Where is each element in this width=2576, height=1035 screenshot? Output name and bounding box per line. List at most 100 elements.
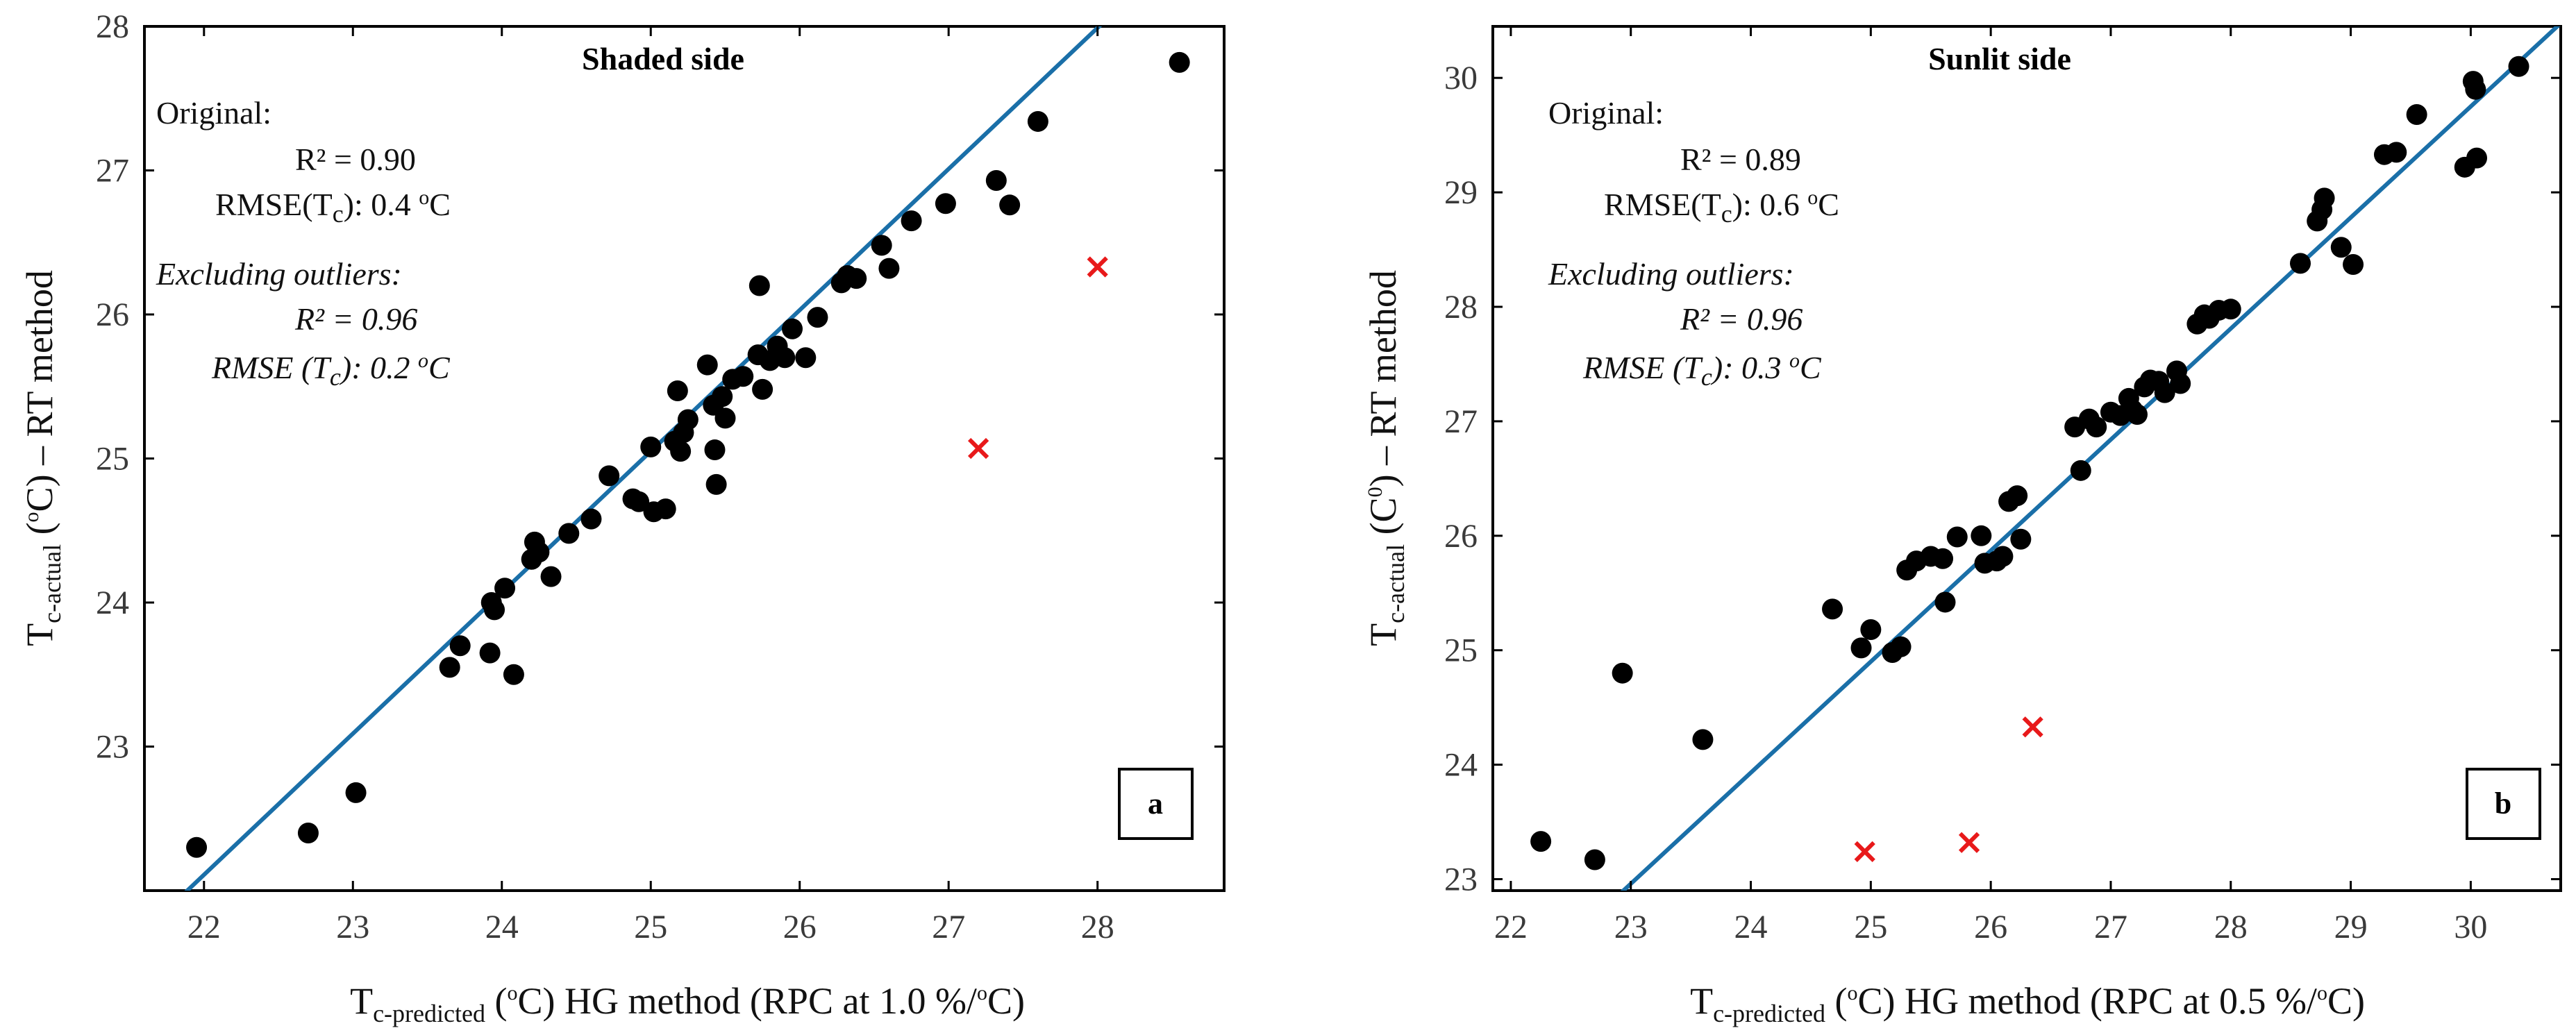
panel-a-title: Shaded side bbox=[582, 41, 744, 76]
panel-a-point bbox=[704, 439, 726, 461]
panel-b-outlier-marker bbox=[1958, 832, 1980, 853]
panel-b-point bbox=[2070, 460, 2091, 481]
panel-a-ytick-label: 28 bbox=[96, 8, 129, 45]
panel-b-sunlit: 22 23 24 25 26 27 28 29 30 23 24 25 26 27 28 29 30 Sunli… bbox=[1362, 25, 2562, 1027]
panel-a-point bbox=[774, 347, 796, 369]
panel-b-r2: R² = 0.89 bbox=[1680, 142, 1801, 177]
panel-a-excl-r2: R² = 0.96 bbox=[294, 301, 417, 337]
panel-b-excl-r2: R² = 0.96 bbox=[1680, 301, 1803, 337]
panel-b-title: Sunlit side bbox=[1928, 41, 2071, 76]
panel-a-letter: a bbox=[1148, 786, 1163, 821]
panel-a-letter-box bbox=[1118, 768, 1194, 840]
panel-a-xtick-label: 23 bbox=[336, 909, 369, 945]
panel-a-ytick-label: 27 bbox=[96, 153, 129, 190]
panel-a-xtick-label: 28 bbox=[1081, 909, 1114, 945]
panel-b-point bbox=[2154, 382, 2175, 403]
panel-b-point bbox=[1530, 831, 1552, 852]
panel-b-ytick-label: 23 bbox=[1444, 861, 1478, 898]
panel-a-point bbox=[696, 354, 718, 376]
panel-a-point bbox=[494, 578, 516, 599]
panel-b-point bbox=[2343, 253, 2364, 275]
panel-a-point bbox=[733, 366, 754, 387]
panel-a-point bbox=[748, 275, 770, 296]
panel-a-point bbox=[846, 268, 867, 289]
panel-a-point bbox=[871, 235, 892, 256]
panel-a-ytick-label: 24 bbox=[96, 584, 129, 621]
panel-b-point bbox=[2314, 187, 2335, 209]
panel-b-xtick-label: 22 bbox=[1494, 909, 1528, 945]
panel-b-point bbox=[1971, 525, 1992, 546]
panel-a-excl-rmse: RMSE (Tc): 0.2 oC bbox=[211, 349, 451, 391]
panel-b-xtick-label: 25 bbox=[1854, 909, 1887, 945]
panel-b-xtick-label: 24 bbox=[1734, 909, 1768, 945]
panel-a-point bbox=[449, 635, 471, 657]
panel-b-letter: b bbox=[2495, 786, 2511, 821]
panel-b-xtick-label: 28 bbox=[2214, 909, 2248, 945]
panel-a-outlier-marker bbox=[967, 437, 989, 460]
panel-b-frame bbox=[1491, 25, 2562, 892]
panel-a-xtick-label: 26 bbox=[783, 909, 817, 945]
panel-b-point bbox=[1850, 637, 1872, 659]
panel-b-excl-rmse: RMSE (Tc): 0.3 oC bbox=[1582, 349, 1822, 391]
panel-a-point bbox=[1169, 51, 1190, 73]
panel-b-point bbox=[2330, 237, 2352, 258]
panel-b-ytick-label: 30 bbox=[1444, 60, 1478, 96]
panel-a-point bbox=[752, 378, 773, 400]
panel-a-xtick-label: 24 bbox=[485, 909, 519, 945]
panel-b-xtick-label: 27 bbox=[2094, 909, 2127, 945]
panel-b-original-label: Original: bbox=[1548, 95, 1664, 131]
panel-a-ytick-label: 23 bbox=[96, 729, 129, 766]
panel-a-point bbox=[439, 657, 460, 678]
panel-a-point bbox=[640, 436, 662, 457]
panel-a-point bbox=[479, 642, 501, 664]
panel-a-point bbox=[667, 380, 688, 401]
panel-a-point bbox=[484, 599, 505, 621]
panel-a-ytick-label: 26 bbox=[96, 296, 129, 333]
panel-a-point bbox=[186, 836, 208, 858]
panel-b-point bbox=[2290, 253, 2311, 274]
panel-b-point bbox=[2508, 56, 2529, 77]
panel-a-r2: R² = 0.90 bbox=[295, 142, 416, 177]
panel-b-xtick-label: 26 bbox=[1974, 909, 2007, 945]
panel-b-annotation: Original: R² = 0.89 RMSE(Tc): 0.6 oC Exc… bbox=[1548, 95, 1839, 391]
panel-b-point bbox=[2466, 147, 2488, 169]
panel-b-marks bbox=[1530, 26, 2561, 891]
panel-a-annotation: Original: R² = 0.90 RMSE(Tc): 0.4 oC Exc… bbox=[156, 95, 451, 391]
panel-b-point bbox=[1822, 598, 1843, 620]
panel-a-xlabel: Tc-predicted (oC) HG method (RPC at 1.0 … bbox=[350, 980, 1025, 1027]
panel-b-ytick-label: 26 bbox=[1444, 518, 1478, 555]
panel-a-point bbox=[935, 193, 956, 214]
panel-a-point bbox=[999, 194, 1021, 216]
panel-a-xtick-label: 25 bbox=[634, 909, 667, 945]
panel-a-point bbox=[297, 823, 319, 843]
panel-b-ytick-label: 28 bbox=[1444, 289, 1478, 326]
panel-a-point bbox=[795, 347, 817, 369]
panel-b-fit-line bbox=[1620, 26, 2561, 891]
panel-a-point bbox=[599, 465, 620, 487]
panel-a-xtick-label: 27 bbox=[932, 909, 965, 945]
panel-b-ytick-label: 29 bbox=[1444, 174, 1478, 211]
panel-b-point bbox=[2386, 142, 2407, 163]
panel-a-point bbox=[628, 491, 650, 512]
panel-b-point bbox=[2126, 404, 2148, 426]
panel-a-marks bbox=[184, 26, 1190, 891]
panel-b-point bbox=[2406, 103, 2427, 125]
panel-b-point bbox=[1890, 636, 1912, 657]
panel-a-point bbox=[655, 498, 676, 520]
panel-a-point bbox=[712, 386, 733, 407]
panel-b-xlabel: Tc-predicted (oC) HG method (RPC at 0.5 … bbox=[1690, 980, 2365, 1027]
panel-a-point bbox=[705, 473, 727, 495]
panel-b-ticks: 22 23 24 25 26 27 28 29 30 23 24 25 26 27 28 29 30 bbox=[1444, 26, 2561, 945]
panel-a-rmse: RMSE(Tc): 0.4 oC bbox=[215, 186, 451, 228]
panel-b-point bbox=[1612, 662, 1633, 684]
panel-a-ylabel: Tc-actual (oC) – RT method bbox=[19, 270, 66, 646]
panel-a-point bbox=[878, 258, 900, 279]
panel-a-point bbox=[782, 318, 803, 339]
panel-a-original-label: Original: bbox=[156, 95, 271, 131]
panel-a-excl-label: Excluding outliers: bbox=[156, 256, 402, 292]
panel-a-point bbox=[677, 409, 699, 430]
panel-b-point bbox=[1860, 619, 1882, 641]
panel-a-shaded: 22 23 24 25 26 27 28 23 24 25 26 27 28 Shaded side O… bbox=[19, 8, 1226, 1027]
panel-b-rmse: RMSE(Tc): 0.6 oC bbox=[1604, 186, 1839, 228]
